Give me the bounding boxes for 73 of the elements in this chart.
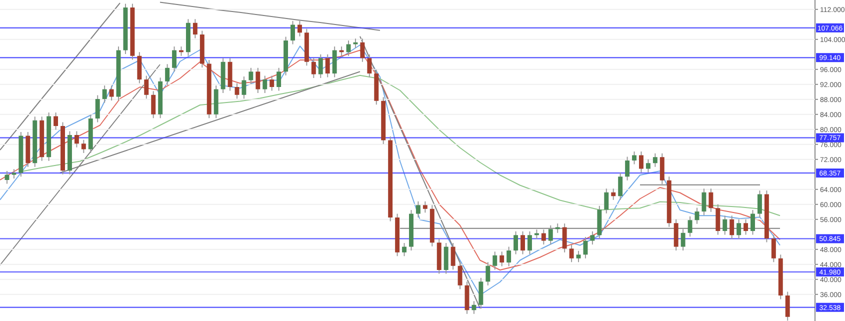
candlestick <box>652 152 658 168</box>
candlestick <box>708 188 714 212</box>
candlestick <box>137 52 142 84</box>
candlestick <box>736 218 742 240</box>
candlestick <box>576 250 581 263</box>
candlestick <box>95 94 100 123</box>
candlestick <box>639 151 644 173</box>
candlestick <box>256 67 260 94</box>
candlestick <box>74 130 79 148</box>
candlestick <box>444 242 448 274</box>
candlestick <box>646 158 650 173</box>
candlestick <box>702 188 706 216</box>
candlestick <box>367 54 372 78</box>
candlestick <box>716 204 720 236</box>
candlestick <box>165 64 170 86</box>
candlestick <box>262 75 268 94</box>
candlestick <box>81 139 86 154</box>
candlestick <box>500 251 504 267</box>
candlestick <box>506 246 512 267</box>
candlestick <box>144 75 149 100</box>
candlestick <box>541 229 546 245</box>
candlestick <box>757 190 762 218</box>
candlestick <box>234 82 240 100</box>
candlestick <box>632 151 636 165</box>
candlestick <box>492 251 498 270</box>
candlestick <box>54 112 58 130</box>
candlestick <box>527 230 532 255</box>
candlestick <box>102 85 107 104</box>
candlestick <box>450 242 456 270</box>
candlestick <box>360 38 365 62</box>
candlestick <box>192 18 198 39</box>
candlestick <box>660 152 664 185</box>
candlestick <box>604 188 609 214</box>
candlestick <box>318 54 323 78</box>
candlestick <box>625 156 630 181</box>
candlestick <box>109 85 114 101</box>
candlestick <box>248 67 254 84</box>
candlestick <box>590 230 595 245</box>
candlestick <box>242 76 246 100</box>
candlestick <box>12 168 16 179</box>
candlestick <box>730 215 734 240</box>
candlestick <box>785 291 790 321</box>
candlestick <box>520 230 525 255</box>
candlestick <box>478 277 484 310</box>
candlestick <box>618 172 623 200</box>
candlestick <box>548 224 553 245</box>
candlestick <box>290 20 295 45</box>
candlestick <box>325 54 330 78</box>
candlestick <box>276 67 282 92</box>
candlestick <box>151 90 156 119</box>
candlestick <box>422 200 428 214</box>
candlestick <box>472 300 476 314</box>
candlestick <box>332 46 337 78</box>
candlestick <box>416 200 420 218</box>
candlestick <box>270 75 274 92</box>
candlestick <box>611 188 616 200</box>
candlestick <box>486 262 490 286</box>
candlestick <box>771 234 776 263</box>
candlestick <box>311 58 316 78</box>
candlestick <box>569 244 574 263</box>
candlestick <box>562 223 567 253</box>
candlestick <box>744 218 748 236</box>
candlestick <box>750 210 755 236</box>
candlestick <box>674 218 678 251</box>
candlestick <box>514 230 518 255</box>
candlestick <box>297 20 302 37</box>
candlestick <box>458 262 462 290</box>
candlestick <box>402 242 406 257</box>
candlestick <box>680 228 686 251</box>
candlestick <box>688 216 692 238</box>
candlestick <box>353 38 358 48</box>
candlestick <box>172 46 176 72</box>
candlestick <box>722 215 728 236</box>
